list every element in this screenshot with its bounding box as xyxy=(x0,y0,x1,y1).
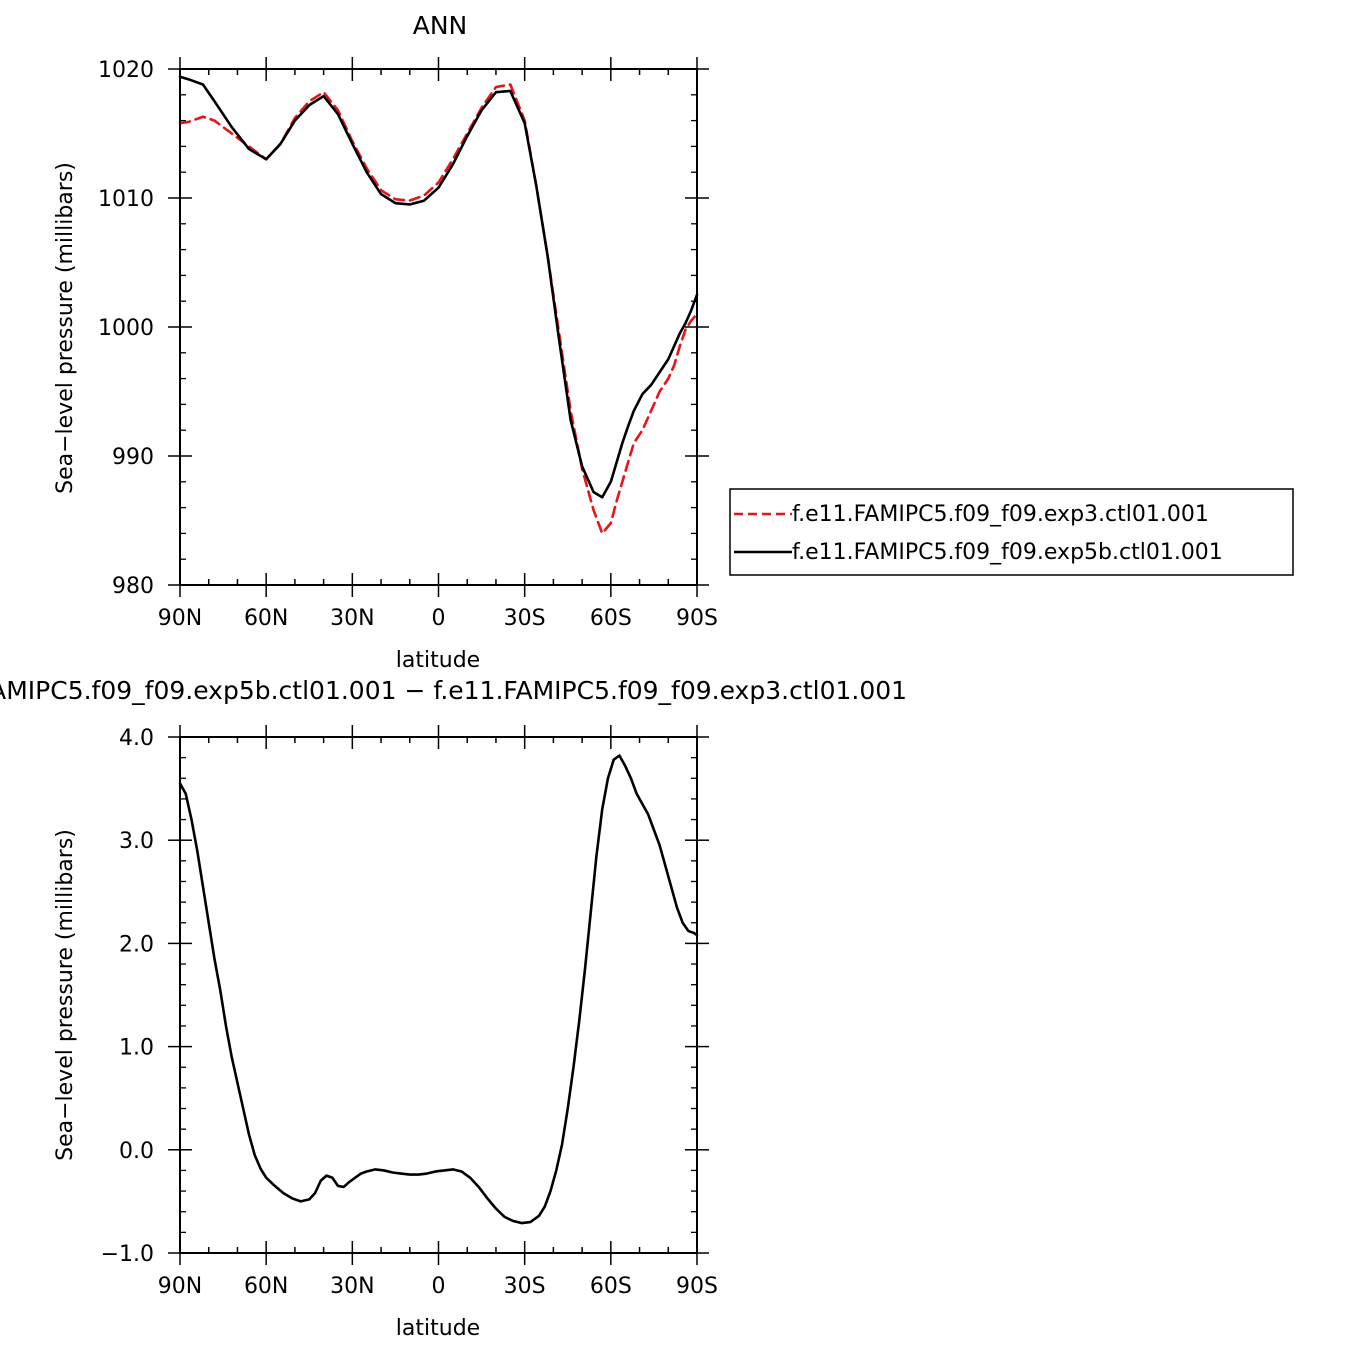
bottom-panel-y-tick-label: 2.0 xyxy=(119,932,154,957)
bottom-panel-x-axis-label: latitude xyxy=(396,1316,480,1341)
legend-entry-series-2: f.e11.FAMIPC5.f09_f09.exp5b.ctl01.001 xyxy=(792,540,1223,565)
bottom-panel-y-tick-label: 0.0 xyxy=(119,1139,154,1164)
top-panel-x-tick-label: 60N xyxy=(244,606,288,631)
bottom-panel-x-tick-label: 90S xyxy=(676,1274,718,1299)
top-panel-y-tick-label: 1010 xyxy=(98,187,154,212)
bottom-panel-series-group xyxy=(178,754,699,1225)
top-panel-y-axis-label: Sea−level pressure (millibars) xyxy=(53,162,78,494)
bottom-panel-title: f.e11.FAMIPC5.f09_f09.exp5b.ctl01.001 − … xyxy=(0,676,907,705)
bottom-panel-y-axis-label: Sea−level pressure (millibars) xyxy=(53,829,78,1161)
bottom-panel-x-tick-label: 60S xyxy=(590,1274,632,1299)
top-panel-plot-frame xyxy=(179,68,698,586)
top-panel-x-tick-label: 60S xyxy=(590,606,632,631)
legend-entry-series-1: f.e11.FAMIPC5.f09_f09.exp3.ctl01.001 xyxy=(792,502,1209,527)
bottom-panel-y-tick-label: 4.0 xyxy=(119,726,154,751)
bottom-panel-x-tick-label: 30N xyxy=(330,1274,374,1299)
legend-box xyxy=(729,488,1294,576)
top-panel-y-tick-label: 980 xyxy=(112,574,154,599)
top-panel-title: ANN xyxy=(413,11,468,40)
bottom-panel-y-tick-label: −1.0 xyxy=(101,1242,154,1267)
bottom-panel-y-tick-label: 3.0 xyxy=(119,829,154,854)
top-panel-series-group xyxy=(178,75,699,535)
top-panel-y-tick-label: 1020 xyxy=(98,58,154,83)
top-panel-series-2-line xyxy=(178,75,699,499)
top-panel: ANN 90N 60N 30N 0 30S 60S 90S 980 990 1000 1010 102… xyxy=(53,11,1294,673)
bottom-panel-series-1-line xyxy=(178,754,699,1225)
top-panel-x-tick-label: 30N xyxy=(330,606,374,631)
bottom-panel-y-tick-label: 1.0 xyxy=(119,1036,154,1061)
bottom-panel-plot-frame xyxy=(179,736,698,1254)
top-panel-x-tick-label: 90S xyxy=(676,606,718,631)
bottom-panel-ticks: 90N 60N 30N 0 30S 60S 90S −1.0 0.0 1.0 2.0 3.0 4.0 xyxy=(101,725,718,1299)
top-panel-series-1-line xyxy=(178,83,699,535)
bottom-panel-x-tick-label: 30S xyxy=(504,1274,546,1299)
top-panel-x-tick-label: 90N xyxy=(158,606,202,631)
bottom-panel: f.e11.FAMIPC5.f09_f09.exp5b.ctl01.001 − … xyxy=(0,676,907,1341)
top-panel-x-axis-label: latitude xyxy=(396,648,480,673)
top-panel-x-tick-label: 0 xyxy=(432,606,446,631)
top-panel-y-tick-label: 990 xyxy=(112,445,154,470)
top-panel-x-tick-label: 30S xyxy=(504,606,546,631)
bottom-panel-x-tick-label: 60N xyxy=(244,1274,288,1299)
bottom-panel-x-tick-label: 90N xyxy=(158,1274,202,1299)
top-panel-ticks: 90N 60N 30N 0 30S 60S 90S 980 990 1000 1010 1020 xyxy=(98,57,718,631)
bottom-panel-x-tick-label: 0 xyxy=(432,1274,446,1299)
legend: f.e11.FAMIPC5.f09_f09.exp3.ctl01.001 f.e… xyxy=(729,488,1294,576)
top-panel-y-tick-label: 1000 xyxy=(98,316,154,341)
